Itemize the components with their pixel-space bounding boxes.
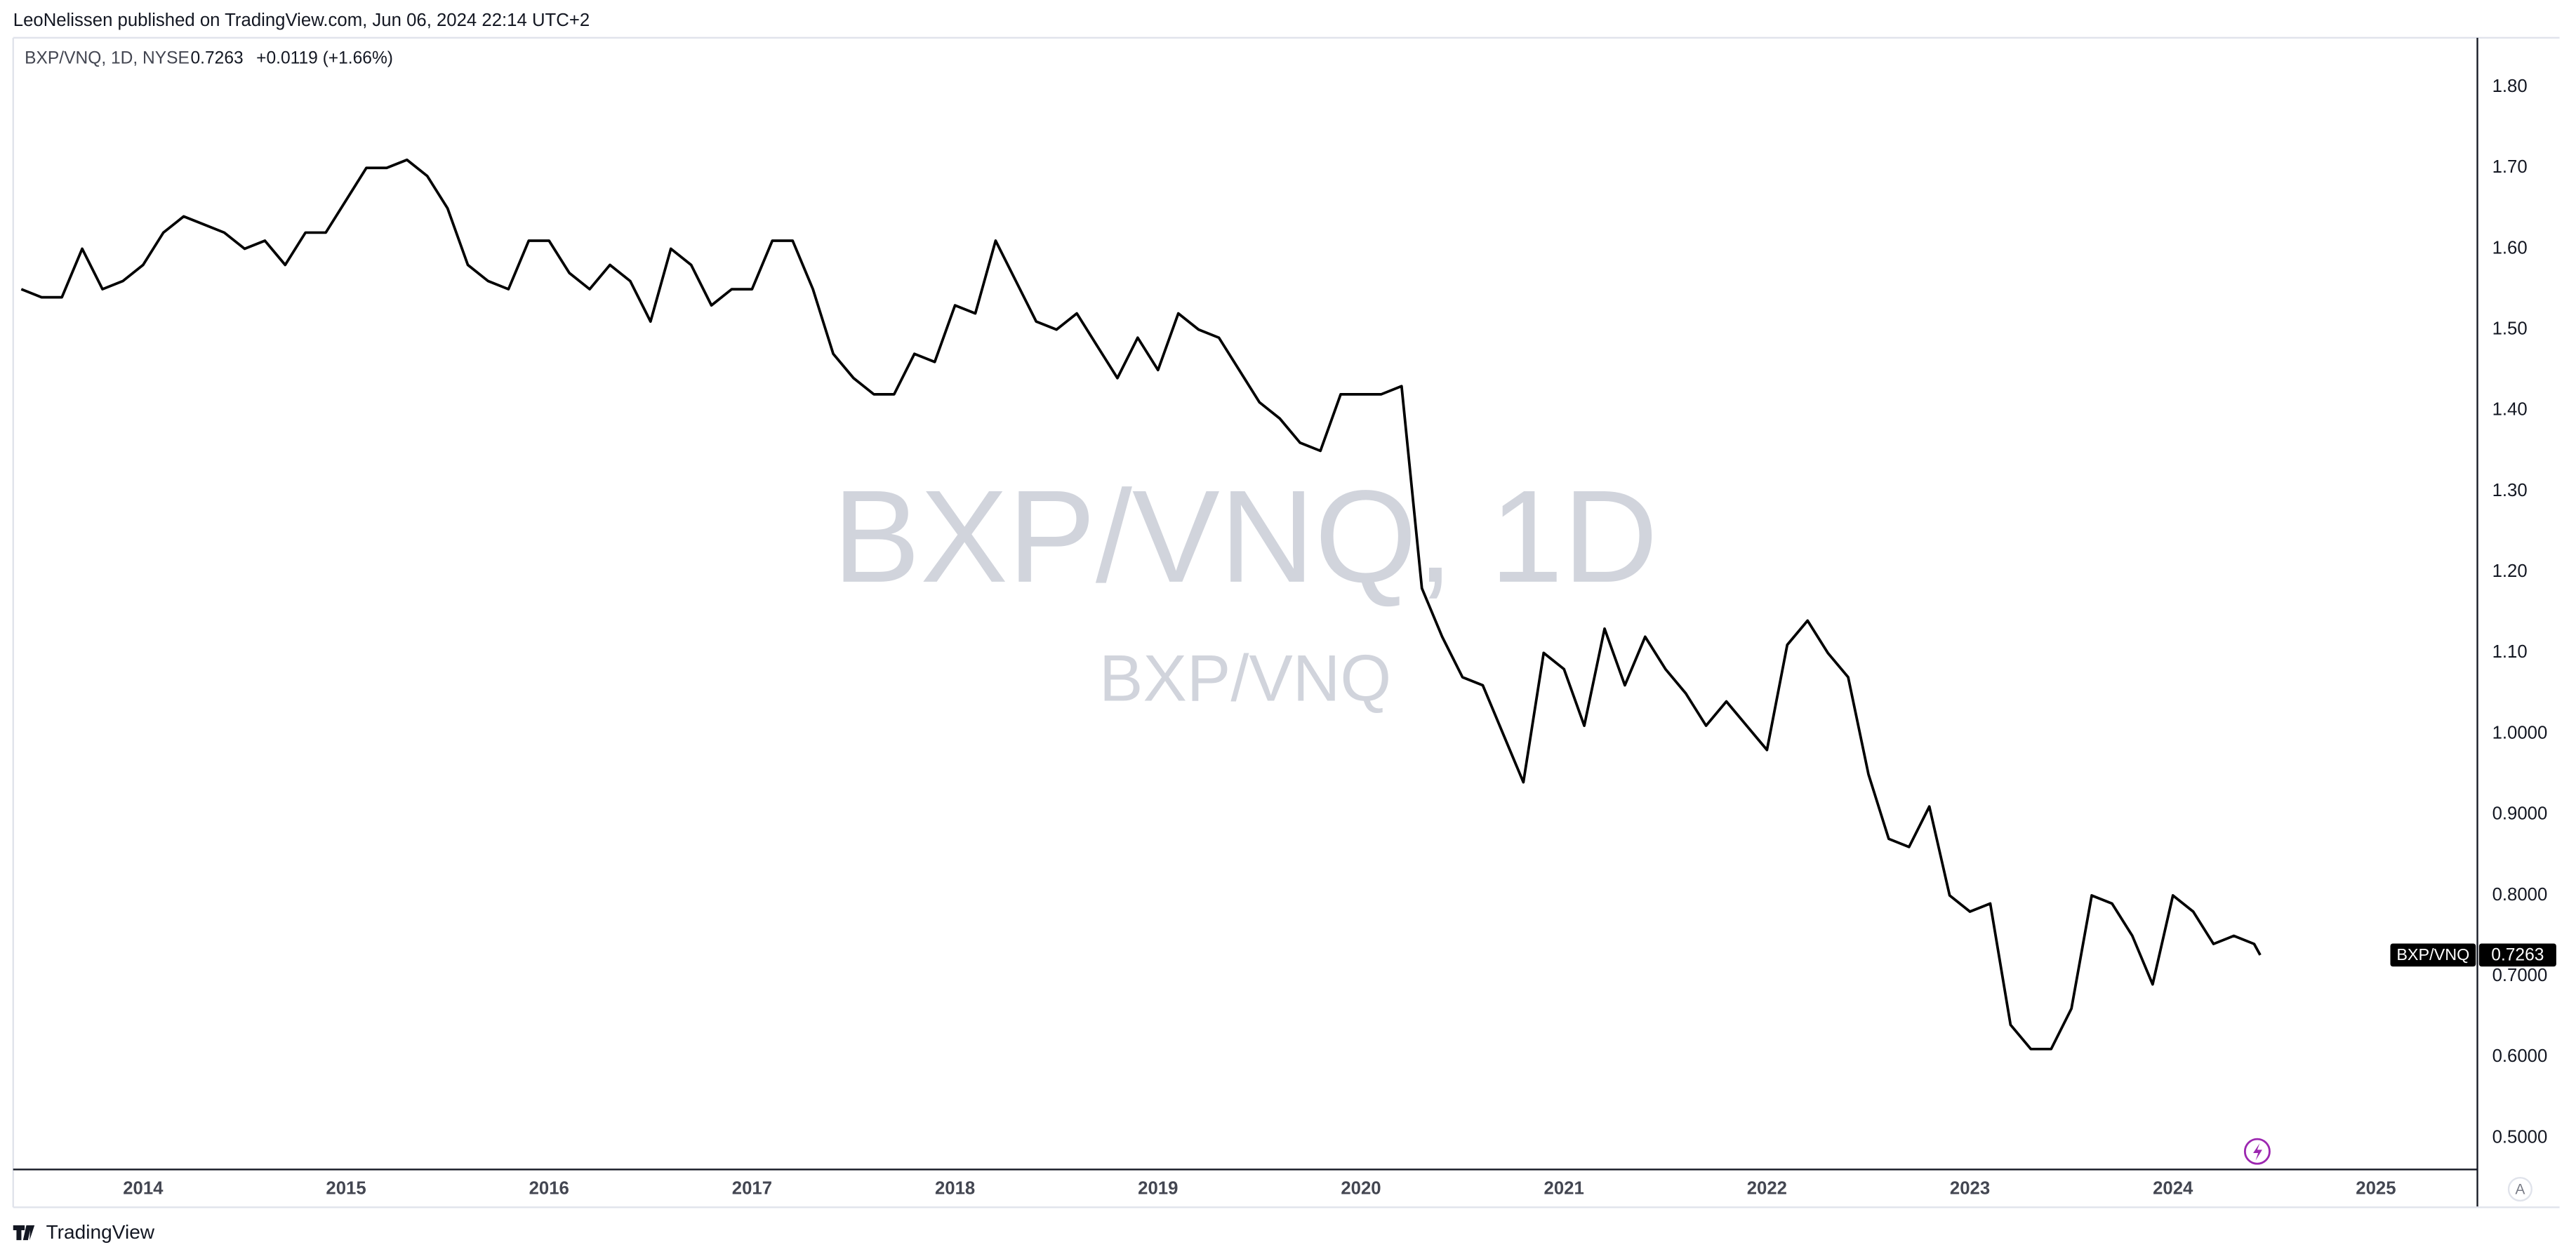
x-tick-label: 2014 — [123, 1178, 164, 1198]
events-icon[interactable] — [2243, 1138, 2271, 1165]
watermark-main: BXP/VNQ, 1D — [832, 462, 1658, 610]
watermark-sub: BXP/VNQ — [1099, 641, 1391, 714]
y-tick-label: 0.9000 — [2492, 804, 2548, 824]
y-tick-label: 1.20 — [2492, 561, 2528, 581]
x-tick-label: 2018 — [935, 1178, 975, 1198]
x-tick-label: 2020 — [1341, 1178, 1381, 1198]
x-tick-label: 2025 — [2356, 1178, 2396, 1198]
y-tick-label: 1.0000 — [2492, 723, 2548, 742]
x-tick-label: 2019 — [1138, 1178, 1178, 1198]
y-tick-label: 1.30 — [2492, 481, 2528, 500]
y-tick-label: 1.50 — [2492, 319, 2528, 338]
y-tick-label: 1.70 — [2492, 157, 2528, 177]
price-tag-name-bg — [2390, 943, 2476, 967]
logo-mark — [13, 1225, 35, 1241]
x-tick-label: 2022 — [1747, 1178, 1787, 1198]
auto-scale-label[interactable]: A — [2515, 1181, 2525, 1197]
auto-scale-button[interactable] — [2507, 1176, 2532, 1202]
y-tick-label: 0.5000 — [2492, 1127, 2548, 1147]
price-tag-value: 0.7263 — [2491, 946, 2544, 965]
price-tag-value-bg — [2478, 943, 2556, 967]
price-line — [20, 158, 2262, 1051]
legend-symbol[interactable]: BXP/VNQ, 1D, NYSE — [25, 49, 190, 68]
x-tick-label: 2023 — [1950, 1178, 1990, 1198]
y-tick-label: 1.80 — [2492, 76, 2528, 96]
price-tag-name: BXP/VNQ — [2396, 945, 2469, 964]
x-tick-label: 2016 — [529, 1178, 569, 1198]
footer-brand: TradingView — [46, 1221, 155, 1243]
events-bolt — [2253, 1143, 2262, 1161]
legend-change: +0.0119 (+1.66%) — [256, 49, 393, 68]
publisher-line: LeoNelissen published on TradingView.com… — [13, 11, 590, 30]
x-tick-label: 2021 — [1544, 1178, 1584, 1198]
y-tick-label: 0.6000 — [2492, 1046, 2548, 1066]
y-tick-label: 0.8000 — [2492, 885, 2548, 905]
y-tick-label: 0.7000 — [2492, 966, 2548, 985]
x-tick-label: 2015 — [326, 1178, 366, 1198]
y-tick-label: 1.60 — [2492, 238, 2528, 258]
y-tick-label: 1.10 — [2492, 642, 2528, 662]
legend-last: 0.7263 — [191, 49, 244, 68]
x-tick-label: 2024 — [2153, 1178, 2193, 1198]
footer-logo — [13, 1225, 35, 1241]
y-tick-label: 1.40 — [2492, 400, 2528, 420]
x-tick-label: 2017 — [732, 1178, 772, 1198]
